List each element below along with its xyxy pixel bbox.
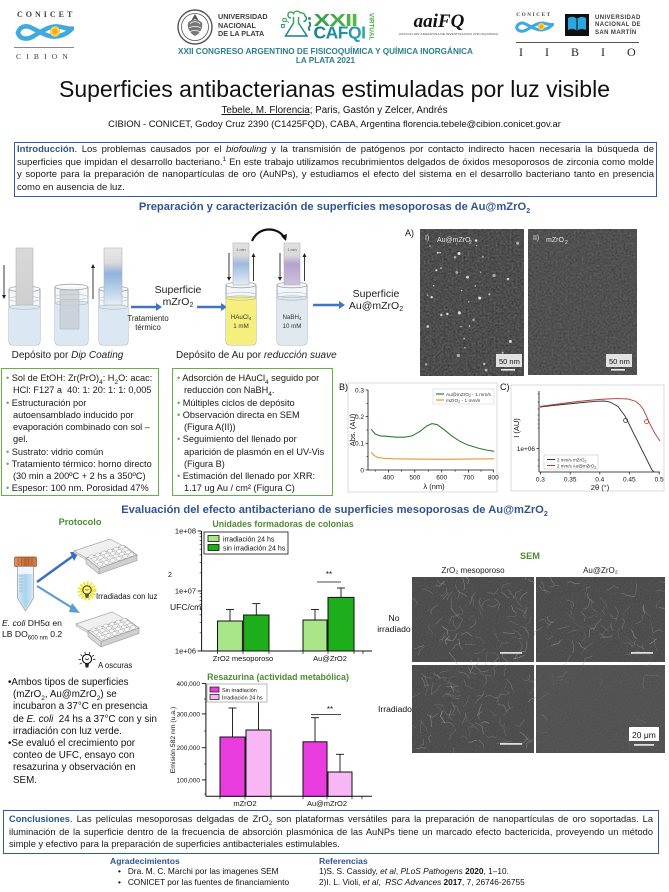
svg-text:NaBH4: NaBH4 [282,314,302,321]
svg-text:Unidades formadoras de colonia: Unidades formadoras de colonias [212,519,353,529]
svg-text:Au@mZrO2: Au@mZrO2 [307,799,347,808]
svg-text:Au@mZrO2 - 1 mm/s: Au@mZrO2 - 1 mm/s [446,392,492,398]
svg-text:1e+06: 1e+06 [517,446,536,453]
svg-text:Irradiación 24 hs: Irradiación 24 hs [222,696,263,702]
svg-text:Irradiadas con luz: Irradiadas con luz [96,592,158,601]
svg-text:Abs. (AU): Abs. (AU) [348,413,357,446]
svg-text:2: 2 [168,572,172,579]
svg-text:ZrO2 mesoporoso: ZrO2 mesoporoso [213,654,273,663]
svg-text:B): B) [339,382,348,392]
svg-text:mZrO2 - 1 mm/s: mZrO2 - 1 mm/s [446,398,481,404]
svg-text:mZrO2: mZrO2 [163,296,194,309]
svg-text:1 min: 1 min [287,248,296,252]
svg-text:10 mM: 10 mM [283,323,302,330]
svg-text:0.5: 0.5 [655,477,664,484]
svg-text:Superficie: Superficie [353,288,400,300]
svg-text:1e+06: 1e+06 [175,647,196,656]
svg-text:I): I) [425,235,429,242]
svg-text:1 min: 1 min [236,248,245,252]
svg-text:500: 500 [409,475,420,482]
svg-text:50 nm: 50 nm [499,357,520,366]
svg-text:0.3: 0.3 [536,477,545,484]
svg-text:0.3: 0.3 [355,387,364,394]
svg-text:**: ** [327,705,333,714]
svg-text:Au@mZrO2: Au@mZrO2 [349,300,403,313]
svg-text:λ (nm): λ (nm) [423,482,445,491]
svg-text:Superficie: Superficie [155,284,202,296]
svg-text:1e+08: 1e+08 [175,527,196,536]
svg-text:0.2: 0.2 [355,414,364,421]
svg-text:irradiación 24 hs: irradiación 24 hs [223,537,275,544]
svg-text:0.4: 0.4 [595,477,604,484]
svg-text:200,000: 200,000 [177,745,201,752]
svg-text:Sin irradiación: Sin irradiación [222,688,257,694]
svg-text:0: 0 [360,467,364,474]
svg-text:20 μm: 20 μm [632,730,656,740]
svg-text:700: 700 [463,475,474,482]
svg-text:600: 600 [436,475,447,482]
svg-text:300,000: 300,000 [177,711,201,718]
svg-text:II): II) [533,235,539,242]
svg-text:CAFQI: CAFQI [314,23,366,43]
svg-text:sin irradiación 24 hs: sin irradiación 24 hs [223,546,286,553]
svg-text:**: ** [326,570,332,579]
svg-text:100,000: 100,000 [177,777,201,784]
svg-text:A oscuras: A oscuras [98,661,132,670]
svg-text:0.45: 0.45 [623,477,636,484]
svg-text:Au@ZrO2: Au@ZrO2 [313,654,347,663]
svg-text:0.35: 0.35 [564,477,577,484]
svg-text:1 mM: 1 mM [233,323,248,330]
svg-text:Resazurina (actividad metabóli: Resazurina (actividad metabólica) [207,672,349,682]
svg-text:térmico: térmico [135,323,161,332]
svg-text:C): C) [500,382,510,392]
svg-text:Tratamiento: Tratamiento [127,314,169,323]
svg-text:800: 800 [488,475,499,482]
svg-text:VIRTUAL: VIRTUAL [368,13,375,40]
svg-text:2θ (°): 2θ (°) [591,483,610,492]
svg-text:400: 400 [383,475,394,482]
svg-text:2 mm/s Au@mZrO2: 2 mm/s Au@mZrO2 [557,464,596,470]
svg-text:HAuCl4: HAuCl4 [231,314,252,321]
svg-text:UFC/cm: UFC/cm [170,602,201,612]
svg-text:400,000: 400,000 [177,681,201,688]
svg-text:50 nm: 50 nm [609,357,630,366]
svg-text:0.1: 0.1 [355,441,364,448]
svg-text:XXII: XXII [314,11,358,31]
svg-text:mZrO: mZrO [546,237,564,244]
svg-text:Au@mZrO: Au@mZrO [437,237,471,244]
svg-text:mZrO2: mZrO2 [233,799,256,808]
svg-text:2 mm/s mZrO2: 2 mm/s mZrO2 [557,458,587,464]
svg-text:I (AU): I (AU) [512,418,521,438]
svg-text:Emisión 582 nm (u.a.): Emisión 582 nm (u.a.) [170,707,177,774]
svg-text:2: 2 [469,240,472,246]
svg-text:2: 2 [565,240,568,246]
svg-text:1e+07: 1e+07 [175,587,196,596]
